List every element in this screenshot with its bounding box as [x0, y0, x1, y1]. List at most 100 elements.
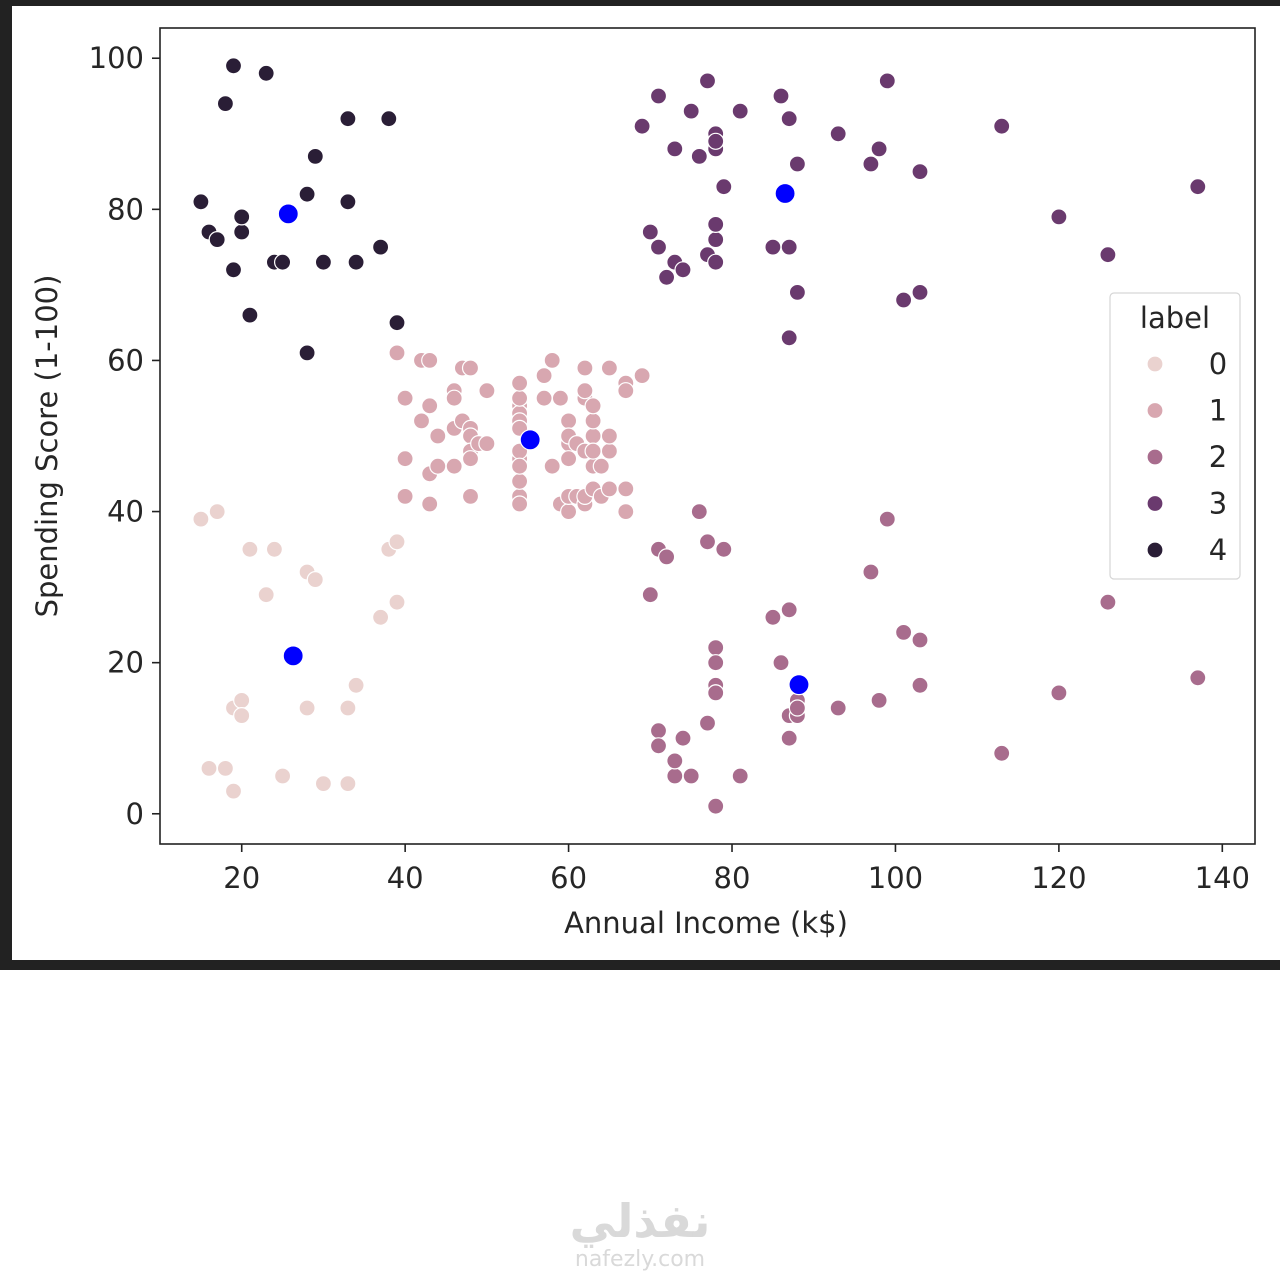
scatter-point	[649, 737, 668, 755]
scatter-point	[274, 767, 292, 785]
centroids-layer	[277, 182, 810, 696]
scatter-point	[224, 782, 243, 800]
scatter-point	[911, 676, 929, 694]
scatter-point	[380, 110, 398, 128]
scatter-point	[788, 155, 807, 173]
scatter-point	[592, 457, 610, 475]
scatter-point	[715, 540, 733, 558]
scatter-point	[617, 480, 635, 498]
scatter-point	[1099, 246, 1117, 264]
scatter-point	[657, 268, 676, 286]
scatter-point	[911, 163, 929, 181]
legend-label: 0	[1209, 347, 1227, 381]
scatter-point	[576, 359, 594, 377]
points-layer	[192, 57, 1207, 815]
scatter-point	[445, 389, 463, 407]
legend-label: 1	[1209, 394, 1227, 428]
scatter-point	[1050, 684, 1068, 702]
scatter-point	[649, 722, 668, 740]
legend-marker	[1146, 494, 1164, 513]
scatter-point	[707, 231, 725, 249]
scatter-point	[780, 729, 798, 747]
scatter-point	[478, 382, 496, 400]
legend-marker	[1146, 541, 1164, 559]
scatter-point	[862, 563, 880, 581]
scatter-point	[674, 729, 692, 747]
legend: label 0 1 2 3 4	[1109, 292, 1241, 580]
scatter-point	[421, 397, 439, 415]
scatter-point	[559, 503, 578, 521]
scatter-point	[224, 261, 243, 279]
scatter-point	[429, 457, 447, 475]
scatter-point	[690, 503, 708, 521]
scatter-point	[314, 253, 332, 271]
scatter-point	[780, 238, 798, 256]
scatter-point	[707, 797, 725, 815]
x-tick-label: 100	[868, 861, 923, 895]
scatter-point	[584, 397, 602, 415]
x-tick-label: 20	[223, 861, 260, 895]
scatter-point	[233, 223, 251, 241]
scatter-point	[698, 72, 717, 90]
scatter-point	[216, 94, 234, 113]
scatter-point	[674, 261, 692, 279]
watermark-url-text: nafezly.com	[574, 1247, 706, 1272]
x-tick-label: 140	[1195, 861, 1250, 895]
scatter-point	[388, 314, 406, 332]
legend-marker	[1146, 448, 1164, 466]
scatter-point	[690, 147, 708, 165]
scatter-point	[421, 351, 439, 369]
scatter-point	[208, 503, 226, 521]
scatter-point	[511, 457, 529, 475]
scatter-point	[412, 412, 431, 430]
scatter-point	[584, 412, 602, 430]
scatter-point	[551, 389, 570, 407]
scatter-point	[511, 495, 529, 513]
scatter-point	[241, 306, 259, 324]
y-tick-label: 0	[126, 797, 144, 831]
scatter-point	[764, 608, 782, 626]
scatter-point	[372, 238, 390, 256]
scatter-point	[200, 759, 218, 778]
scatter-point	[535, 367, 553, 385]
legend-label: 4	[1209, 533, 1227, 567]
centroid-point	[788, 673, 810, 696]
y-tick-label: 80	[107, 192, 144, 226]
scatter-point	[772, 654, 790, 672]
scatter-point	[878, 510, 896, 528]
scatter-point	[241, 540, 259, 558]
scatter-point	[862, 155, 880, 173]
scatter-point	[511, 389, 529, 407]
scatter-point	[192, 193, 210, 211]
scatter-point	[666, 140, 684, 158]
scatter-point	[707, 684, 725, 702]
scatter-point	[429, 427, 447, 445]
scatter-point	[478, 435, 496, 453]
scatter-point	[993, 744, 1011, 762]
scatter-point	[421, 495, 439, 513]
scatter-point	[314, 774, 332, 793]
scatter-point	[576, 382, 594, 400]
scatter-point	[559, 450, 578, 468]
scatter-point	[298, 699, 316, 717]
scatter-point	[511, 472, 529, 490]
scatter-point	[649, 87, 668, 105]
scatter-point	[1189, 669, 1207, 687]
scatter-point	[731, 102, 749, 120]
scatter-point	[600, 442, 619, 460]
scatter-point	[617, 503, 635, 521]
scatter-point	[347, 253, 365, 271]
y-axis: 0 20 40 60 80 100	[89, 41, 160, 831]
screenshot-frame: 20 40 60 80 100 120 140 0 20 40 60 80 100 Annual In…	[0, 0, 1280, 970]
scatter-point	[870, 140, 888, 158]
scatter-point	[265, 540, 283, 558]
scatter-point	[306, 147, 324, 165]
watermark-arabic-text: نفذلي	[569, 1194, 711, 1248]
scatter-point	[993, 117, 1011, 135]
scatter-point	[600, 359, 619, 377]
scatter-point	[274, 253, 292, 271]
x-axis-label: Annual Income (k$)	[564, 906, 848, 940]
x-tick-label: 40	[387, 861, 424, 895]
scatter-point	[339, 774, 357, 793]
